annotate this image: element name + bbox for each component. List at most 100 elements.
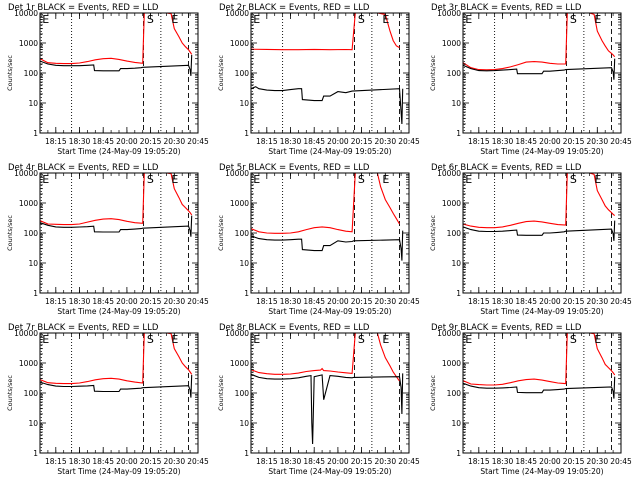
x-tick-label: 18:15 — [256, 137, 278, 146]
y-tick-label: 10000 — [437, 329, 461, 338]
x-tick-label: 20:30 — [374, 297, 396, 306]
plot-frame — [39, 332, 199, 454]
y-axis-label: Counts/sec — [6, 375, 14, 411]
x-tick-label: 20:15 — [351, 457, 373, 466]
series-line-lld — [40, 13, 193, 65]
y-tick-label: 10000 — [225, 329, 249, 338]
x-tick-label: 20:30 — [586, 297, 608, 306]
y-tick-label: 1 — [456, 289, 461, 298]
y-tick-label: 10 — [28, 99, 38, 108]
plot-frame — [250, 12, 410, 134]
x-tick-label: 18:30 — [280, 137, 302, 146]
y-tick-label: 10 — [451, 419, 461, 428]
plot-frame — [250, 332, 410, 454]
x-tick-label: 20:30 — [374, 137, 396, 146]
time-marker-label: E — [171, 13, 178, 26]
x-tick-label: 20:30 — [163, 137, 185, 146]
series-line-events — [463, 220, 616, 241]
y-tick-label: 1000 — [442, 199, 461, 208]
x-tick-label: 18:30 — [280, 297, 302, 306]
x-tick-label: 20:30 — [374, 457, 396, 466]
y-axis-label: Counts/sec — [429, 215, 437, 251]
x-tick-label: 20:45 — [610, 297, 632, 306]
y-tick-label: 10 — [239, 259, 249, 268]
time-marker-label: S — [570, 13, 577, 26]
x-axis-label: Start Time (24-May-09 19:05:20) — [480, 147, 603, 156]
panel-title: Det 1r BLACK = Events, RED = LLD — [8, 3, 159, 13]
x-tick-label: 18:45 — [303, 137, 325, 146]
x-tick-label: 20:15 — [563, 297, 585, 306]
time-marker-label: E — [42, 333, 49, 346]
x-tick-label: 20:00 — [539, 137, 561, 146]
x-axis-label: Start Time (24-May-09 19:05:20) — [57, 307, 180, 316]
x-tick-label: 18:15 — [256, 297, 278, 306]
x-tick-label: 18:45 — [515, 457, 537, 466]
y-tick-label: 100 — [235, 389, 250, 398]
x-tick-label: 18:15 — [256, 457, 278, 466]
y-tick-label: 10000 — [225, 169, 249, 178]
y-tick-label: 10000 — [437, 169, 461, 178]
panel-title: Det 9r BLACK = Events, RED = LLD — [431, 323, 582, 333]
y-tick-label: 1 — [33, 449, 38, 458]
x-tick-label: 18:30 — [69, 137, 91, 146]
y-tick-label: 1 — [33, 289, 38, 298]
time-marker-label: E — [253, 333, 260, 346]
y-tick-label: 10 — [28, 259, 38, 268]
y-tick-label: 10 — [28, 419, 38, 428]
y-tick-label: 100 — [447, 229, 462, 238]
y-tick-label: 100 — [24, 69, 39, 78]
time-marker-label: E — [382, 333, 389, 346]
x-tick-label: 20:00 — [116, 297, 138, 306]
y-axis-label: Counts/sec — [6, 55, 14, 91]
y-tick-label: 1000 — [230, 39, 249, 48]
panel-title: Det 3r BLACK = Events, RED = LLD — [431, 3, 582, 13]
y-tick-label: 10 — [239, 99, 249, 108]
x-tick-label: 20:15 — [351, 297, 373, 306]
y-tick-label: 10000 — [14, 329, 38, 338]
x-tick-label: 20:45 — [610, 137, 632, 146]
x-tick-label: 20:30 — [163, 297, 185, 306]
y-axis-label: Counts/sec — [6, 215, 14, 251]
series-line-lld — [251, 173, 400, 234]
y-tick-label: 10000 — [225, 9, 249, 18]
x-tick-label: 20:00 — [116, 137, 138, 146]
y-axis-label: Counts/sec — [217, 215, 225, 251]
y-tick-label: 100 — [447, 69, 462, 78]
y-tick-label: 1 — [244, 129, 249, 138]
x-tick-label: 18:45 — [303, 457, 325, 466]
y-tick-label: 100 — [24, 229, 39, 238]
x-axis-label: Start Time (24-May-09 19:05:20) — [268, 307, 391, 316]
y-tick-label: 1 — [244, 289, 249, 298]
time-marker-label: E — [465, 333, 472, 346]
x-tick-label: 18:30 — [69, 457, 91, 466]
x-tick-label: 20:00 — [327, 297, 349, 306]
x-tick-label: 18:15 — [468, 297, 490, 306]
time-marker-label: E — [253, 13, 260, 26]
x-tick-label: 18:45 — [515, 137, 537, 146]
time-marker-label: E — [594, 13, 601, 26]
x-tick-label: 20:30 — [163, 457, 185, 466]
series-line-lld — [251, 333, 400, 382]
x-tick-label: 20:15 — [140, 297, 162, 306]
y-tick-label: 1 — [456, 129, 461, 138]
time-marker-label: E — [171, 333, 178, 346]
series-line-events — [463, 376, 616, 399]
y-axis-label: Counts/sec — [217, 375, 225, 411]
x-tick-label: 20:15 — [140, 137, 162, 146]
time-marker-label: S — [147, 13, 154, 26]
series-line-events — [40, 374, 193, 398]
x-tick-label: 18:45 — [92, 297, 114, 306]
time-marker-label: S — [358, 333, 365, 346]
y-tick-label: 10 — [451, 259, 461, 268]
y-axis-label: Counts/sec — [429, 375, 437, 411]
x-tick-label: 20:00 — [116, 457, 138, 466]
y-tick-label: 100 — [235, 69, 250, 78]
series-line-lld — [463, 333, 616, 386]
x-tick-label: 20:15 — [140, 457, 162, 466]
